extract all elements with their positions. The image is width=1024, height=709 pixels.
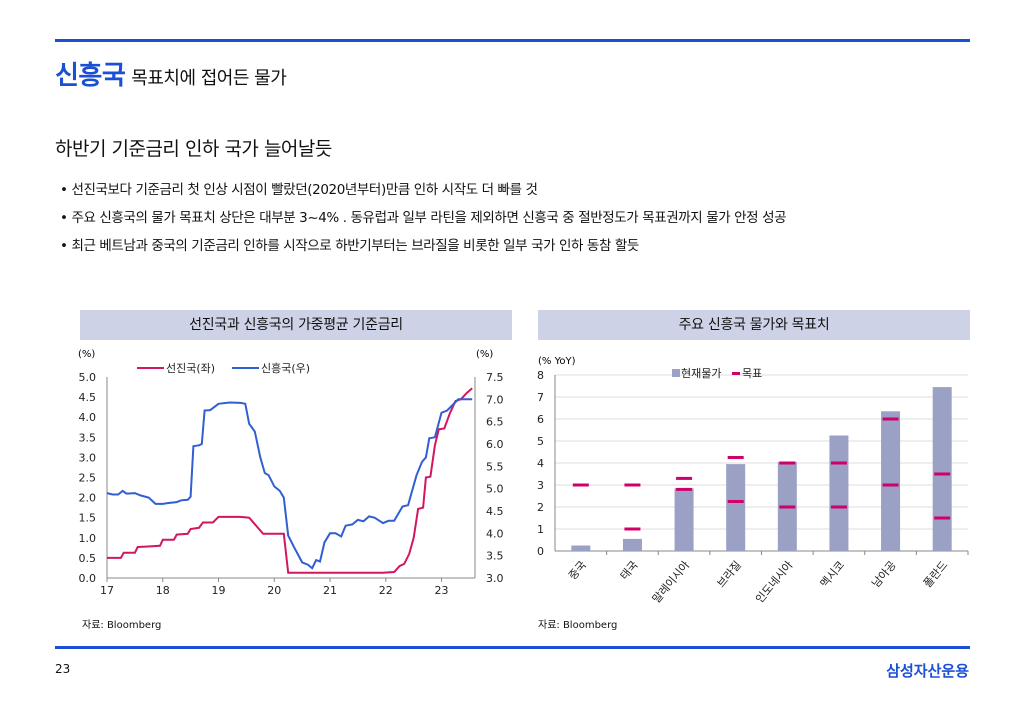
right-tick-label: 3.5 — [486, 550, 504, 563]
y-tick-label: 6 — [537, 413, 544, 426]
right-tick-label: 5.5 — [486, 460, 504, 473]
x-tick-label: 19 — [212, 584, 226, 597]
right-tick-label: 6.0 — [486, 438, 504, 451]
chart2-title: 주요 신흥국 물가와 목표치 — [538, 310, 970, 340]
bullet-1: • 선진국보다 기준금리 첫 인상 시점이 빨랐던(2020년부터)만큼 인하 … — [60, 182, 538, 198]
bar-current-inflation — [881, 411, 901, 551]
chart1-source: 자료: Bloomberg — [82, 620, 162, 631]
y-tick-label: 2 — [537, 501, 544, 514]
target-marker — [830, 505, 847, 509]
page-title: 신흥국 목표치에 접어든 물가 — [55, 55, 287, 92]
target-marker — [882, 483, 899, 487]
left-tick-label: 2.5 — [79, 472, 97, 485]
x-tick-label: 17 — [100, 584, 114, 597]
x-tick-label: 21 — [323, 584, 337, 597]
left-tick-label: 4.5 — [79, 391, 97, 404]
x-tick-label: 22 — [379, 584, 393, 597]
left-tick-label: 0.0 — [79, 572, 97, 585]
left-tick-label: 3.5 — [79, 431, 97, 444]
right-tick-label: 3.0 — [486, 572, 504, 585]
right-tick-label: 4.5 — [486, 505, 504, 518]
legend-label: 선진국(좌) — [166, 362, 215, 375]
left-unit: (%) — [78, 349, 95, 360]
target-marker — [779, 461, 796, 465]
y-tick-label: 8 — [537, 369, 544, 382]
target-marker — [779, 505, 796, 509]
left-tick-label: 0.5 — [79, 552, 97, 565]
bar-current-inflation — [726, 464, 746, 551]
category-label: 인도네시아 — [753, 559, 795, 606]
bar-current-inflation — [829, 435, 849, 551]
legend-swatch-target — [732, 372, 740, 375]
legend-swatch-bar — [672, 369, 680, 377]
bar-current-inflation — [932, 387, 952, 551]
y-tick-label: 7 — [537, 391, 544, 404]
bullet-2: • 주요 신흥국의 물가 목표치 상단은 대부분 3~4% . 동유럽과 일부 … — [60, 210, 787, 226]
left-tick-label: 3.0 — [79, 451, 97, 464]
bar-current-inflation — [622, 538, 642, 551]
left-tick-label: 2.0 — [79, 492, 97, 505]
bar-current-inflation — [674, 488, 694, 551]
y-unit: (% YoY) — [538, 356, 576, 367]
title-highlight: 신흥국 — [55, 61, 126, 91]
target-marker — [934, 472, 951, 476]
y-tick-label: 0 — [537, 545, 544, 558]
top-rule — [55, 39, 970, 42]
series-line-emerging — [106, 398, 473, 570]
y-tick-label: 3 — [537, 479, 544, 492]
legend-label: 목표 — [742, 367, 762, 380]
right-tick-label: 4.0 — [486, 527, 504, 540]
left-tick-label: 5.0 — [79, 371, 97, 384]
y-tick-label: 4 — [537, 457, 544, 470]
target-marker — [676, 476, 693, 480]
left-tick-label: 1.5 — [79, 512, 97, 525]
category-label: 폴란드 — [921, 559, 950, 591]
right-unit: (%) — [476, 349, 493, 360]
section-subtitle: 하반기 기준금리 인하 국가 늘어날듯 — [55, 138, 332, 160]
legend-label: 신흥국(우) — [261, 361, 310, 375]
left-tick-label: 1.0 — [79, 532, 97, 545]
page-number: 23 — [55, 662, 71, 676]
x-tick-label: 20 — [267, 584, 281, 597]
right-tick-label: 5.0 — [486, 483, 504, 496]
series-line-advanced — [107, 387, 473, 574]
target-marker — [624, 527, 641, 531]
target-marker — [572, 483, 589, 487]
target-marker — [727, 500, 744, 503]
title-rest: 목표치에 접어든 물가 — [131, 68, 287, 89]
target-marker — [830, 461, 847, 465]
category-label: 브라질 — [715, 559, 744, 591]
target-marker — [882, 417, 899, 421]
chart2-source: 자료: Bloomberg — [538, 620, 618, 631]
bar-current-inflation — [571, 545, 591, 551]
target-marker — [727, 456, 744, 459]
bottom-rule — [55, 646, 970, 649]
target-marker — [624, 483, 641, 487]
right-tick-label: 6.5 — [486, 416, 504, 429]
left-tick-label: 4.0 — [79, 411, 97, 424]
target-marker — [934, 516, 951, 520]
legend-label: 현재물가 — [681, 367, 721, 380]
category-label: 중국 — [566, 559, 589, 583]
category-label: 남아공 — [869, 559, 898, 591]
chart1-title: 선진국과 신흥국의 가중평균 기준금리 — [80, 310, 512, 340]
bullet-3: • 최근 베트남과 중국의 기준금리 인하를 시작으로 하반기부터는 브라질을 … — [60, 238, 639, 254]
right-tick-label: 7.0 — [486, 393, 504, 406]
x-tick-label: 18 — [156, 584, 170, 597]
category-label: 말레이시아 — [650, 559, 692, 606]
y-tick-label: 1 — [537, 523, 544, 536]
x-tick-label: 23 — [435, 584, 449, 597]
right-tick-label: 7.5 — [486, 371, 504, 384]
company-logo: 삼성자산운용 — [886, 662, 969, 680]
y-tick-label: 5 — [537, 435, 544, 448]
category-label: 멕시코 — [818, 559, 847, 591]
target-marker — [676, 487, 693, 491]
category-label: 태국 — [618, 559, 641, 583]
